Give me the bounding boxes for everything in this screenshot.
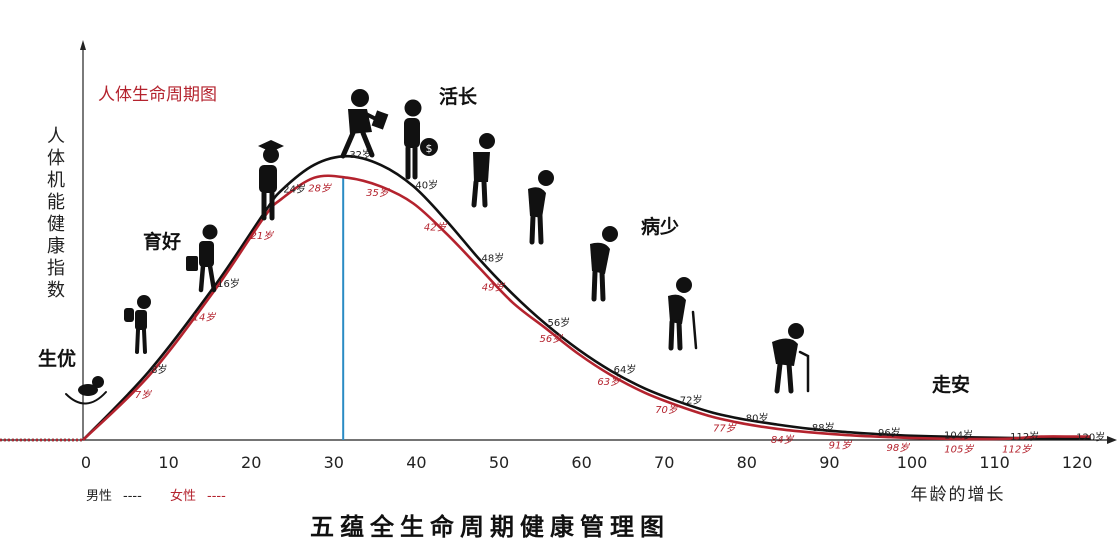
y-axis-label-char: 机 (47, 170, 65, 191)
student-with-bag-icon (186, 224, 218, 293)
female-age-label: 112岁 (1002, 444, 1032, 456)
x-tick-label: 90 (819, 453, 839, 472)
male-age-label: 88岁 (812, 421, 835, 434)
female-age-label: 56岁 (540, 333, 564, 345)
series-line-female (82, 174, 1091, 441)
x-tick-label: 60 (571, 453, 591, 472)
bent-man-icon (528, 170, 554, 245)
stage-label-2: 活长 (439, 85, 478, 108)
y-axis-label-char: 能 (47, 192, 65, 213)
legend-female-label: 女性 (170, 488, 196, 504)
female-age-label: 70岁 (655, 404, 679, 416)
x-axis-arrow (1107, 436, 1117, 444)
female-age-label: 14岁 (193, 312, 217, 324)
female-age-label: 91岁 (829, 439, 853, 451)
male-age-label: 24岁 (283, 183, 306, 196)
male-age-label: 72岁 (680, 393, 703, 406)
male-age-label: 48岁 (481, 251, 504, 264)
x-tick-label: 80 (737, 453, 757, 472)
graduate-icon (258, 140, 284, 221)
female-age-label: 84岁 (771, 434, 795, 446)
female-age-label: 63岁 (597, 376, 621, 388)
walking-man-icon (471, 133, 495, 208)
male-age-label: 56岁 (548, 316, 571, 329)
male-age-label: 40岁 (415, 178, 438, 191)
legend-male-label: 男性 (86, 489, 112, 504)
female-age-label: 105岁 (944, 444, 974, 456)
male-age-label: 80岁 (746, 411, 769, 424)
male-age-label: 16岁 (217, 277, 240, 290)
male-age-labels: 8岁 16岁 24岁 32岁 40岁 48岁 56岁 64岁 72岁 80岁 88岁 96岁 104岁 1… (151, 148, 1105, 444)
x-tick-label: 10 (158, 453, 178, 472)
y-axis-label-char: 数 (47, 280, 65, 301)
male-age-label: 64岁 (614, 363, 637, 376)
x-tick-label: 20 (241, 453, 261, 472)
businessman-icon (340, 89, 389, 159)
svg-text:$: $ (426, 142, 433, 155)
female-age-label: 35岁 (366, 187, 390, 199)
male-age-label: 96岁 (878, 426, 901, 439)
x-tick-label: 30 (324, 453, 344, 472)
chart-subtitle: 人体生命周期图 (98, 85, 217, 105)
female-age-label: 28岁 (308, 183, 332, 195)
stooped-man-icon (590, 226, 618, 302)
female-age-label: 98岁 (886, 442, 910, 454)
x-tick-label: 0 (81, 453, 91, 472)
x-tick-label: 110 (979, 453, 1010, 472)
x-tick-label: 120 (1062, 453, 1093, 472)
series-line-male (82, 154, 1091, 441)
x-tick-label: 70 (654, 453, 674, 472)
stage-label-3: 病少 (641, 215, 679, 238)
y-axis-label-char: 康 (47, 236, 65, 257)
y-axis-label-char: 体 (47, 148, 65, 169)
y-axis-label-char: 人 (47, 126, 65, 147)
male-age-label: 104岁 (944, 429, 973, 442)
x-tick-label: 40 (406, 453, 426, 472)
female-age-label: 42岁 (424, 221, 448, 233)
man-with-money-bag-icon: $ (404, 99, 438, 180)
male-age-label: 112岁 (1010, 430, 1039, 443)
male-age-label: 32岁 (349, 148, 372, 161)
legend-male-dash: ---- (123, 489, 142, 504)
stage-label-0: 生优 (38, 347, 76, 370)
stage-label-4: 走安 (932, 373, 970, 396)
baby-icon (65, 376, 107, 405)
x-tick-label: 50 (489, 453, 509, 472)
x-tick-label: 100 (897, 453, 928, 472)
old-man-with-cane-icon (772, 323, 810, 394)
child-with-backpack-icon (124, 295, 151, 354)
legend-female-dash: ---- (207, 489, 226, 504)
female-age-label: 21岁 (250, 230, 274, 242)
female-age-label: 7岁 (135, 389, 152, 401)
y-axis-arrow (80, 40, 86, 50)
x-tick-labels: 0 10 20 30 40 50 60 70 80 90 100 110 120 (81, 453, 1093, 472)
series-lines (0, 154, 1091, 442)
female-age-label: 77岁 (713, 423, 737, 435)
chart-title: 五蕴全生命周期健康管理图 (310, 513, 670, 541)
y-axis-label-char: 指 (47, 258, 65, 279)
male-age-label: 8岁 (151, 363, 167, 376)
y-axis-label: 人体机能健康指数 (47, 126, 65, 301)
male-age-label: 120岁 (1076, 431, 1105, 444)
x-axis-label: 年龄的增长 (911, 485, 1006, 505)
legend: 男性 ---- 女性 ---- (86, 488, 226, 504)
elder-with-cane-icon (668, 277, 698, 351)
female-age-labels: 7岁 14岁 21岁 28岁 35岁 42岁 49岁 56岁 63岁 70岁 77岁 84岁 91岁 98… (135, 183, 1032, 456)
stage-label-1: 育好 (143, 230, 181, 253)
y-axis-label-char: 健 (47, 214, 65, 235)
female-age-label: 49岁 (482, 282, 506, 294)
